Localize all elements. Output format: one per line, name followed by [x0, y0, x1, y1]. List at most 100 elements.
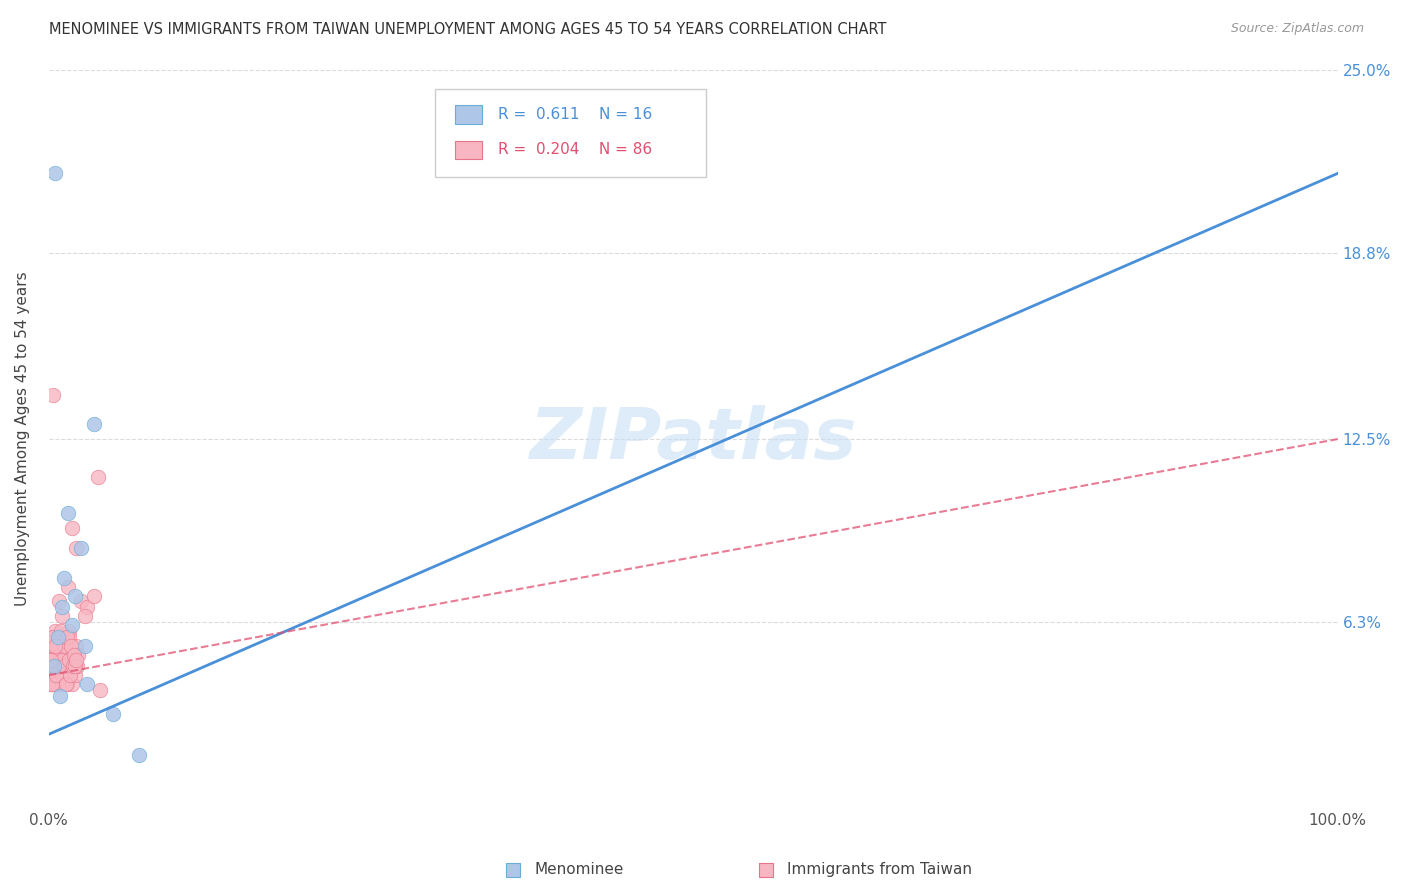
- Point: [63, 668, 86, 682]
- Point: [49, 630, 72, 644]
- Point: [42, 659, 65, 673]
- Point: [41, 653, 63, 667]
- Point: [55, 648, 77, 662]
- Point: [41, 630, 63, 644]
- Point: [70, 541, 93, 556]
- Point: [44, 653, 66, 667]
- Point: [63, 648, 86, 662]
- Point: [502, 863, 524, 877]
- Point: [51, 600, 73, 615]
- Point: [63, 589, 86, 603]
- Point: [39, 668, 62, 682]
- Point: [58, 653, 80, 667]
- Point: [89, 683, 111, 698]
- Y-axis label: Unemployment Among Ages 45 to 54 years: Unemployment Among Ages 45 to 54 years: [15, 272, 30, 607]
- Point: [48, 594, 70, 608]
- Point: [48, 639, 70, 653]
- Point: [45, 659, 67, 673]
- Point: [87, 470, 110, 484]
- Point: [83, 417, 105, 432]
- Point: [46, 653, 69, 667]
- Point: [39, 659, 62, 673]
- Point: [70, 594, 93, 608]
- Point: [45, 677, 67, 691]
- Point: [48, 648, 70, 662]
- Point: [56, 653, 79, 667]
- Point: [49, 648, 72, 662]
- Point: [56, 677, 79, 691]
- Point: [67, 648, 90, 662]
- Point: [62, 653, 84, 667]
- Point: [128, 747, 150, 762]
- Point: [41, 659, 63, 673]
- Point: [46, 639, 69, 653]
- Point: [103, 706, 125, 721]
- Point: [41, 639, 63, 653]
- Point: [42, 668, 65, 682]
- Point: [39, 653, 62, 667]
- Point: [41, 388, 63, 402]
- Point: [49, 689, 72, 703]
- Point: [41, 653, 63, 667]
- Point: [59, 659, 82, 673]
- Point: [41, 648, 63, 662]
- Point: [58, 624, 80, 638]
- Text: MENOMINEE VS IMMIGRANTS FROM TAIWAN UNEMPLOYMENT AMONG AGES 45 TO 54 YEARS CORRE: MENOMINEE VS IMMIGRANTS FROM TAIWAN UNEM…: [49, 22, 887, 37]
- Point: [65, 639, 87, 653]
- Point: [66, 659, 89, 673]
- Point: [41, 677, 63, 691]
- Point: [53, 639, 76, 653]
- Point: [46, 630, 69, 644]
- Point: [44, 639, 66, 653]
- Point: [56, 506, 79, 520]
- Point: [51, 653, 73, 667]
- Point: [49, 624, 72, 638]
- Point: [45, 668, 67, 682]
- Point: [52, 653, 75, 667]
- Point: [42, 639, 65, 653]
- Bar: [454, 105, 482, 124]
- Point: [39, 639, 62, 653]
- Bar: [454, 141, 482, 159]
- Point: [55, 677, 77, 691]
- Point: [65, 653, 87, 667]
- Point: [53, 639, 76, 653]
- Point: [755, 863, 778, 877]
- Point: [51, 609, 73, 624]
- Text: Immigrants from Taiwan: Immigrants from Taiwan: [787, 863, 973, 877]
- Point: [48, 648, 70, 662]
- Point: [59, 668, 82, 682]
- Point: [51, 668, 73, 682]
- Point: [52, 659, 75, 673]
- Text: R =  0.204    N = 86: R = 0.204 N = 86: [498, 142, 652, 157]
- Point: [60, 618, 83, 632]
- Point: [39, 630, 62, 644]
- Point: [52, 659, 75, 673]
- Point: [63, 659, 86, 673]
- Text: Source: ZipAtlas.com: Source: ZipAtlas.com: [1230, 22, 1364, 36]
- Text: Menominee: Menominee: [534, 863, 624, 877]
- Point: [56, 580, 79, 594]
- Point: [60, 677, 83, 691]
- Point: [48, 659, 70, 673]
- Point: [51, 677, 73, 691]
- Point: [73, 609, 96, 624]
- Point: [83, 589, 105, 603]
- Point: [60, 639, 83, 653]
- Point: [44, 166, 66, 180]
- Point: [41, 648, 63, 662]
- Point: [56, 639, 79, 653]
- Point: [73, 639, 96, 653]
- Point: [41, 677, 63, 691]
- Point: [53, 653, 76, 667]
- Text: ZIPatlas: ZIPatlas: [530, 405, 856, 474]
- Point: [41, 639, 63, 653]
- Point: [62, 659, 84, 673]
- Point: [41, 668, 63, 682]
- Point: [39, 659, 62, 673]
- Point: [41, 677, 63, 691]
- Point: [44, 653, 66, 667]
- Point: [65, 541, 87, 556]
- Point: [56, 659, 79, 673]
- Point: [60, 521, 83, 535]
